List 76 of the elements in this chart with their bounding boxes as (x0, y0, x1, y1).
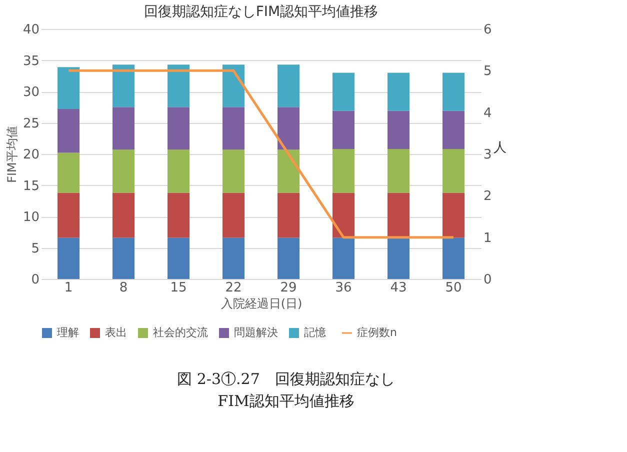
bar (278, 192, 300, 238)
bar (112, 107, 134, 150)
y2-tick-label: 0 (484, 272, 492, 288)
legend-label: 問題解決 (234, 326, 278, 339)
bar (388, 72, 410, 111)
bar (168, 107, 190, 150)
text: FIM認知平均値推移 (218, 392, 354, 410)
x-tick-label: 15 (170, 280, 187, 296)
bar (222, 107, 244, 150)
y-tick-label: 5 (31, 241, 40, 256)
bar (332, 192, 354, 238)
y2-axis-title: 人 (493, 140, 506, 156)
y-tick-label: 25 (22, 116, 40, 132)
legend-label: 社会的交流 (153, 326, 208, 339)
bar (58, 152, 80, 193)
chart-title: 回復期認知症なしFIM認知平均値推移 (144, 4, 378, 20)
legend-label: 症例数n (357, 326, 397, 339)
x-tick-label: 50 (445, 280, 462, 296)
legend-label: 表出 (105, 326, 127, 339)
bar (442, 149, 464, 193)
bar (442, 110, 464, 149)
bar (112, 192, 134, 238)
bar (332, 149, 354, 193)
x-tick-label: 22 (225, 280, 242, 296)
legend-label: 記憶 (304, 326, 326, 339)
bar (278, 64, 300, 108)
x-tick-label: 36 (335, 280, 352, 296)
y2-tick-label: 3 (484, 148, 492, 162)
y-tick-label: 40 (22, 22, 40, 38)
bar (58, 238, 80, 279)
bar (58, 67, 80, 109)
bar (222, 192, 244, 238)
bar (332, 72, 354, 111)
y-tick-label: 30 (22, 85, 40, 100)
bar (332, 238, 354, 279)
x-tick-label: 43 (390, 280, 407, 296)
x-tick-label: 29 (280, 280, 297, 296)
x-tick-label: 8 (119, 280, 128, 296)
bar (442, 238, 464, 279)
bar (388, 149, 410, 193)
bar (168, 192, 190, 238)
y2-tick-label: 1 (484, 230, 492, 246)
caption: 図 2-3①.27 回復期認知症なし (177, 370, 395, 388)
bar (222, 150, 244, 193)
bar (222, 238, 244, 279)
bar (112, 64, 134, 108)
bar (168, 150, 190, 193)
bar (222, 64, 244, 108)
y2-tick-label: 6 (484, 22, 492, 38)
y2-tick-label: 5 (484, 64, 492, 80)
x-tick-label: 1 (64, 280, 73, 296)
bar (278, 238, 300, 279)
y-tick-label: 10 (22, 210, 40, 225)
bar (168, 238, 190, 279)
legend-label: 理解 (57, 326, 79, 339)
y2-tick-label: 2 (484, 189, 492, 204)
x-axis-title: 入院経過日(日) (220, 296, 302, 310)
bar (388, 192, 410, 238)
bar (442, 72, 464, 111)
bar (58, 192, 80, 238)
y-tick-label: 15 (22, 178, 40, 194)
bar (442, 192, 464, 238)
bar (112, 150, 134, 193)
y-tick-label: 0 (31, 272, 40, 288)
bar (332, 110, 354, 149)
bar (278, 107, 300, 150)
y-tick-label: 35 (22, 54, 40, 69)
bar (168, 64, 190, 108)
bar (58, 109, 80, 153)
bar (278, 150, 300, 193)
bar (388, 110, 410, 149)
bar (112, 238, 134, 279)
y2-tick-label: 4 (484, 106, 492, 121)
y-axis-title: FIM平均値 (4, 126, 19, 183)
y-tick-label: 20 (22, 148, 40, 162)
bar (388, 238, 410, 279)
